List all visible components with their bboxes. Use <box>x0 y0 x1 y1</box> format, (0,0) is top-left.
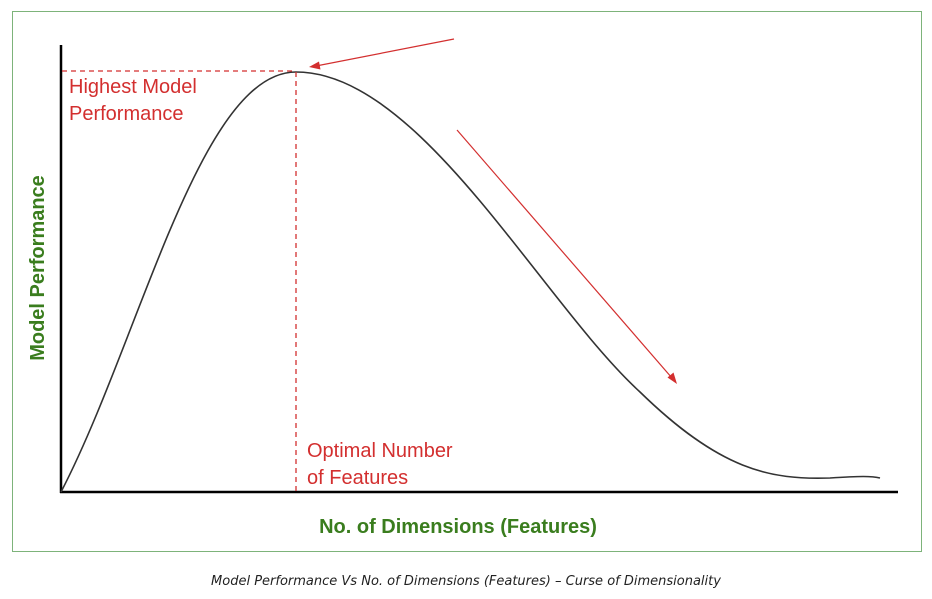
peak-label-line1: Highest Model <box>69 76 197 98</box>
optimal-label-line1: Optimal Number <box>307 440 453 462</box>
figure-caption: Model Performance Vs No. of Dimensions (… <box>211 574 721 589</box>
peak-pointer-arrowhead <box>309 61 321 70</box>
chart-svg: Highest Model Performance Optimal Number… <box>27 38 898 538</box>
peak-label-line2: Performance <box>69 103 184 125</box>
y-axis-label: Model Performance <box>27 175 49 361</box>
decline-arrow <box>456 129 673 379</box>
figure-frame <box>12 11 922 552</box>
x-axis-label: No. of Dimensions (Features) <box>319 516 597 538</box>
optimal-label-line2: of Features <box>307 467 408 489</box>
performance-curve <box>60 71 881 493</box>
decline-arrowhead <box>667 372 677 384</box>
peak-pointer-arrow <box>315 38 455 67</box>
